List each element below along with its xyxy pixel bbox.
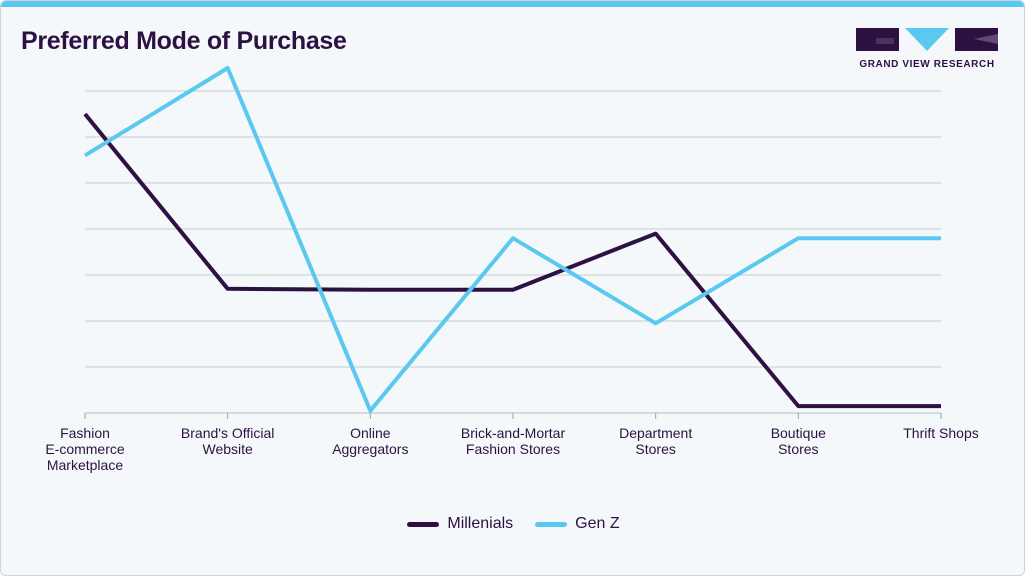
series-line-gen-z <box>83 66 941 413</box>
legend-label-millenials: Millenials <box>447 515 514 532</box>
legend-swatch-genz <box>535 521 568 527</box>
brand-name: GRAND VIEW RESEARCH <box>859 59 995 70</box>
legend-item-genz: Gen Z <box>535 515 620 533</box>
legend-label-genz: Gen Z <box>575 515 620 532</box>
x-tick-label: Brand's Official Website <box>180 425 275 457</box>
x-tick-label: Fashion E-commerce Marketplace <box>45 425 125 473</box>
series-line-millenials <box>83 112 941 409</box>
legend-swatch-millenials <box>407 521 440 527</box>
accent-bar <box>1 1 1024 7</box>
x-tick-label: Online Aggregators <box>332 425 409 457</box>
chart-title: Preferred Mode of Purchase <box>21 27 347 55</box>
x-tick-label: Thrift Shops <box>903 425 979 441</box>
x-tick-label: Brick-and-Mortar Fashion Stores <box>460 425 566 457</box>
legend-item-millenials: Millenials <box>407 515 513 533</box>
x-tick-label: Boutique Stores <box>770 425 826 457</box>
legend: Millenials Gen Z <box>1 515 1024 533</box>
x-tick-label: Department Stores <box>619 425 693 457</box>
grand-view-research-logo <box>856 28 998 51</box>
